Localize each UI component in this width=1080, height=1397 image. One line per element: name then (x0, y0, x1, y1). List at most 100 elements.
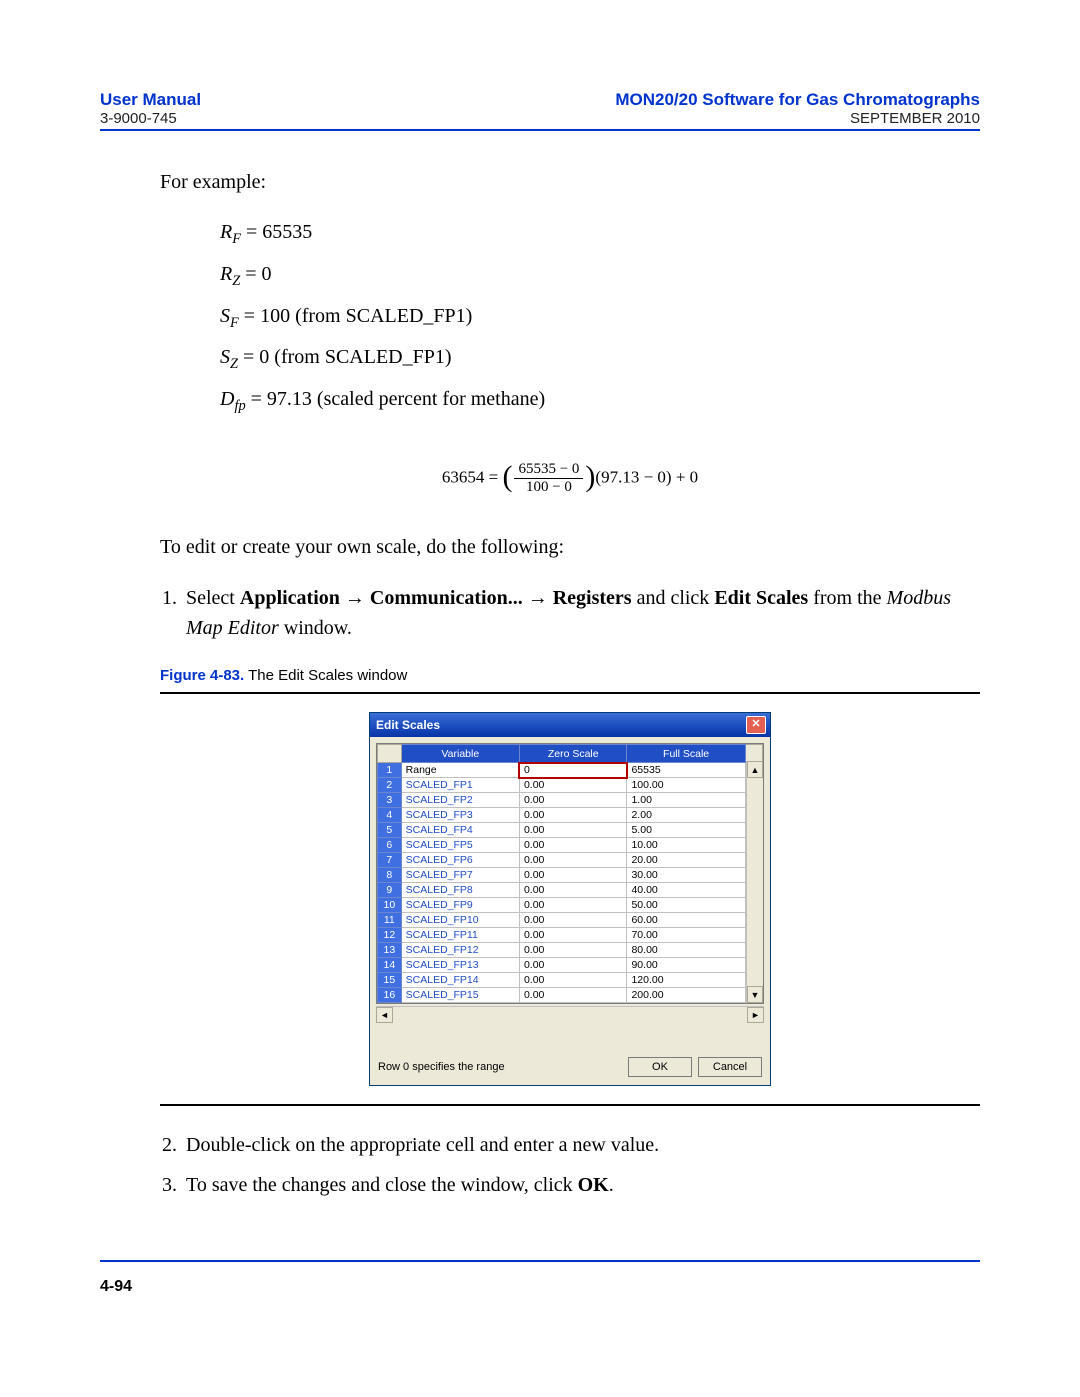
cell-variable[interactable]: SCALED_FP12 (401, 943, 519, 958)
cell-zero-scale[interactable]: 0.00 (519, 883, 627, 898)
vertical-scrollbar[interactable]: ▲ ▼ (746, 761, 763, 1003)
table-row[interactable]: 2SCALED_FP10.00100.00 (378, 778, 763, 793)
cell-full-scale[interactable]: 1.00 (627, 793, 745, 808)
cell-zero-scale[interactable]: 0 (519, 763, 627, 778)
row-number[interactable]: 2 (378, 778, 402, 793)
table-row[interactable]: 13SCALED_FP120.0080.00 (378, 943, 763, 958)
cell-variable[interactable]: SCALED_FP13 (401, 958, 519, 973)
formula-tail: (97.13 − 0) + 0 (595, 467, 698, 486)
cell-variable[interactable]: SCALED_FP3 (401, 808, 519, 823)
scales-table[interactable]: Variable Zero Scale Full Scale 1Range065… (377, 744, 763, 1003)
cell-zero-scale[interactable]: 0.00 (519, 793, 627, 808)
cell-zero-scale[interactable]: 0.00 (519, 838, 627, 853)
cancel-button[interactable]: Cancel (698, 1057, 762, 1077)
cell-zero-scale[interactable]: 0.00 (519, 973, 627, 988)
table-row[interactable]: 5SCALED_FP40.005.00 (378, 823, 763, 838)
cell-full-scale[interactable]: 40.00 (627, 883, 745, 898)
cell-variable[interactable]: SCALED_FP7 (401, 868, 519, 883)
cell-variable[interactable]: SCALED_FP14 (401, 973, 519, 988)
step-1: Select Application → Communication... → … (182, 583, 980, 643)
cell-variable[interactable]: Range (401, 763, 519, 778)
scroll-header (745, 745, 762, 763)
cell-variable[interactable]: SCALED_FP8 (401, 883, 519, 898)
cell-variable[interactable]: SCALED_FP10 (401, 913, 519, 928)
row-number[interactable]: 11 (378, 913, 402, 928)
close-button[interactable]: ✕ (746, 716, 766, 734)
cell-zero-scale[interactable]: 0.00 (519, 823, 627, 838)
table-row[interactable]: 4SCALED_FP30.002.00 (378, 808, 763, 823)
table-row[interactable]: 6SCALED_FP50.0010.00 (378, 838, 763, 853)
table-row[interactable]: 3SCALED_FP20.001.00 (378, 793, 763, 808)
cell-zero-scale[interactable]: 0.00 (519, 808, 627, 823)
scroll-left-icon[interactable]: ◄ (376, 1007, 393, 1023)
scroll-down-icon[interactable]: ▼ (747, 986, 763, 1003)
table-row[interactable]: 15SCALED_FP140.00120.00 (378, 973, 763, 988)
table-row[interactable]: 8SCALED_FP70.0030.00 (378, 868, 763, 883)
cell-full-scale[interactable]: 120.00 (627, 973, 745, 988)
row-number[interactable]: 10 (378, 898, 402, 913)
row-number[interactable]: 3 (378, 793, 402, 808)
cell-variable[interactable]: SCALED_FP11 (401, 928, 519, 943)
row-number[interactable]: 1 (378, 763, 402, 778)
cell-variable[interactable]: SCALED_FP1 (401, 778, 519, 793)
cell-full-scale[interactable]: 80.00 (627, 943, 745, 958)
table-row[interactable]: 1Range065535 (378, 763, 763, 778)
cell-full-scale[interactable]: 20.00 (627, 853, 745, 868)
row-number[interactable]: 9 (378, 883, 402, 898)
cell-zero-scale[interactable]: 0.00 (519, 898, 627, 913)
cell-full-scale[interactable]: 10.00 (627, 838, 745, 853)
row-number[interactable]: 7 (378, 853, 402, 868)
row-number[interactable]: 5 (378, 823, 402, 838)
header-doc-number: 3-9000-745 (100, 110, 177, 127)
cell-full-scale[interactable]: 90.00 (627, 958, 745, 973)
cell-variable[interactable]: SCALED_FP9 (401, 898, 519, 913)
scroll-right-icon[interactable]: ► (747, 1007, 764, 1023)
scroll-up-icon[interactable]: ▲ (747, 761, 763, 778)
cell-full-scale[interactable]: 30.00 (627, 868, 745, 883)
row-number[interactable]: 16 (378, 988, 402, 1003)
table-row[interactable]: 10SCALED_FP90.0050.00 (378, 898, 763, 913)
example-label: For example: (160, 171, 980, 194)
ok-button[interactable]: OK (628, 1057, 692, 1077)
cell-full-scale[interactable]: 100.00 (627, 778, 745, 793)
cell-full-scale[interactable]: 70.00 (627, 928, 745, 943)
table-row[interactable]: 12SCALED_FP110.0070.00 (378, 928, 763, 943)
table-row[interactable]: 7SCALED_FP60.0020.00 (378, 853, 763, 868)
cell-zero-scale[interactable]: 0.00 (519, 778, 627, 793)
row-number[interactable]: 13 (378, 943, 402, 958)
cell-full-scale[interactable]: 65535 (627, 763, 745, 778)
table-row[interactable]: 14SCALED_FP130.0090.00 (378, 958, 763, 973)
row-number[interactable]: 12 (378, 928, 402, 943)
cell-variable[interactable]: SCALED_FP4 (401, 823, 519, 838)
row-number[interactable]: 8 (378, 868, 402, 883)
col-zero-scale[interactable]: Zero Scale (519, 745, 627, 763)
cell-full-scale[interactable]: 50.00 (627, 898, 745, 913)
cell-variable[interactable]: SCALED_FP5 (401, 838, 519, 853)
cell-variable[interactable]: SCALED_FP6 (401, 853, 519, 868)
row-number[interactable]: 6 (378, 838, 402, 853)
cell-zero-scale[interactable]: 0.00 (519, 913, 627, 928)
table-row[interactable]: 11SCALED_FP100.0060.00 (378, 913, 763, 928)
cell-zero-scale[interactable]: 0.00 (519, 943, 627, 958)
cell-full-scale[interactable]: 2.00 (627, 808, 745, 823)
formula-lhs: 63654 = (442, 467, 498, 486)
rf-value: = 65535 (246, 221, 312, 243)
cell-zero-scale[interactable]: 0.00 (519, 928, 627, 943)
table-row[interactable]: 16SCALED_FP150.00200.00 (378, 988, 763, 1003)
row-number[interactable]: 15 (378, 973, 402, 988)
cell-zero-scale[interactable]: 0.00 (519, 853, 627, 868)
cell-full-scale[interactable]: 5.00 (627, 823, 745, 838)
col-variable[interactable]: Variable (401, 745, 519, 763)
row-number[interactable]: 14 (378, 958, 402, 973)
cell-variable[interactable]: SCALED_FP2 (401, 793, 519, 808)
col-full-scale[interactable]: Full Scale (627, 745, 745, 763)
cell-variable[interactable]: SCALED_FP15 (401, 988, 519, 1003)
horizontal-scrollbar[interactable]: ◄ ► (376, 1006, 764, 1023)
cell-full-scale[interactable]: 60.00 (627, 913, 745, 928)
cell-full-scale[interactable]: 200.00 (627, 988, 745, 1003)
table-row[interactable]: 9SCALED_FP80.0040.00 (378, 883, 763, 898)
cell-zero-scale[interactable]: 0.00 (519, 868, 627, 883)
cell-zero-scale[interactable]: 0.00 (519, 988, 627, 1003)
row-number[interactable]: 4 (378, 808, 402, 823)
cell-zero-scale[interactable]: 0.00 (519, 958, 627, 973)
